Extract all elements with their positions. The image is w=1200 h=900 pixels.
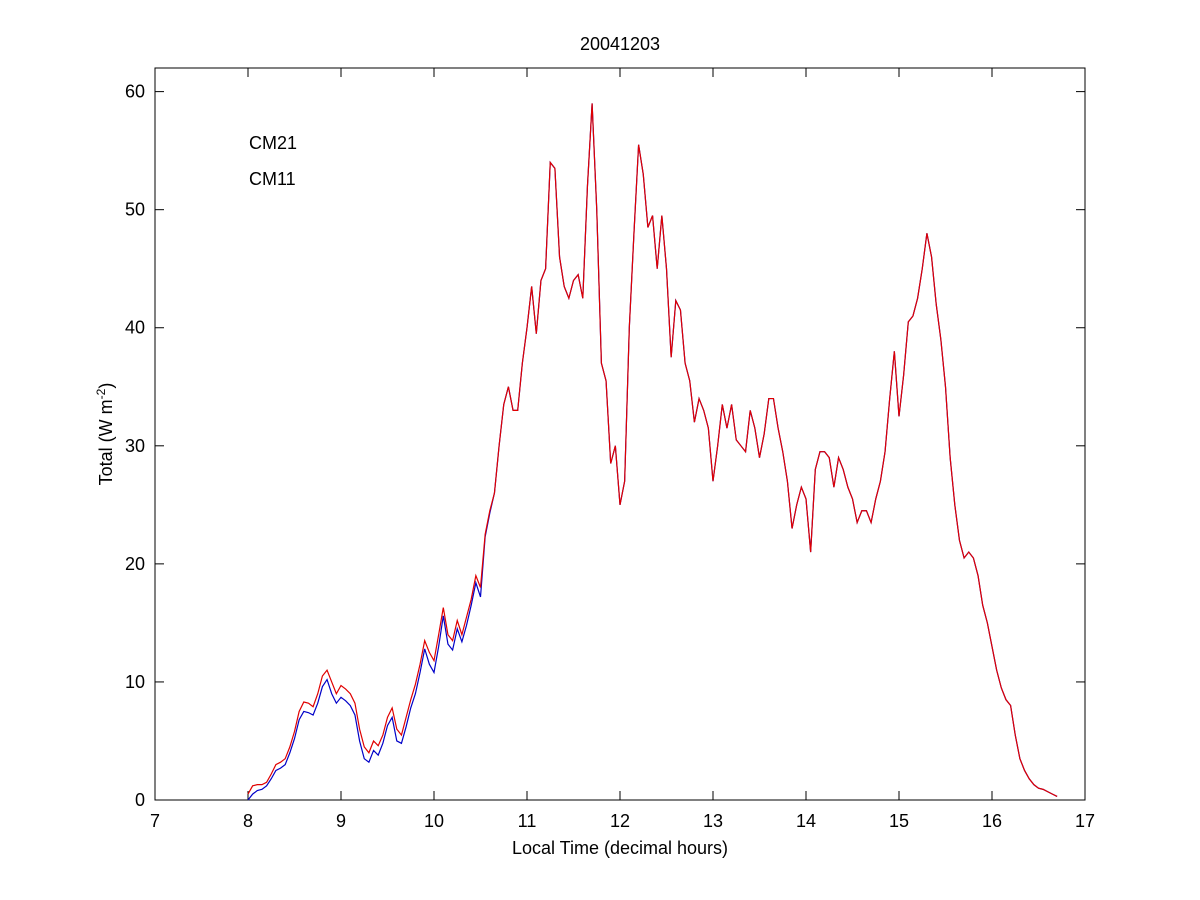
y-tick-label: 50: [125, 200, 145, 220]
x-tick-label: 15: [889, 811, 909, 831]
chart-title: 20041203: [580, 34, 660, 54]
y-tick-label: 40: [125, 318, 145, 338]
legend-entry: CM11: [249, 169, 296, 189]
y-label-main: Total (W m: [96, 399, 116, 485]
x-tick-label: 10: [424, 811, 444, 831]
x-tick-label: 16: [982, 811, 1002, 831]
y-tick-label: 10: [125, 672, 145, 692]
x-axis-label: Local Time (decimal hours): [512, 838, 728, 858]
x-tick-label: 14: [796, 811, 816, 831]
y-label-end: ): [96, 383, 116, 389]
x-tick-label: 8: [243, 811, 253, 831]
y-tick-label: 60: [125, 82, 145, 102]
y-tick-label: 20: [125, 554, 145, 574]
data-line: [247, 103, 1058, 797]
y-axis-label: Total (W m-2): [94, 383, 116, 486]
x-tick-label: 12: [610, 811, 630, 831]
x-tick-label: 9: [336, 811, 346, 831]
y-tick-label: 0: [135, 790, 145, 810]
y-tick-label: 30: [125, 436, 145, 456]
x-tick-label: 11: [518, 811, 537, 831]
x-tick-label: 13: [703, 811, 723, 831]
legend-entry: CM21: [249, 133, 297, 153]
y-label-sup: -2: [94, 388, 108, 399]
x-tick-label: 7: [150, 811, 160, 831]
x-tick-label: 17: [1075, 811, 1095, 831]
